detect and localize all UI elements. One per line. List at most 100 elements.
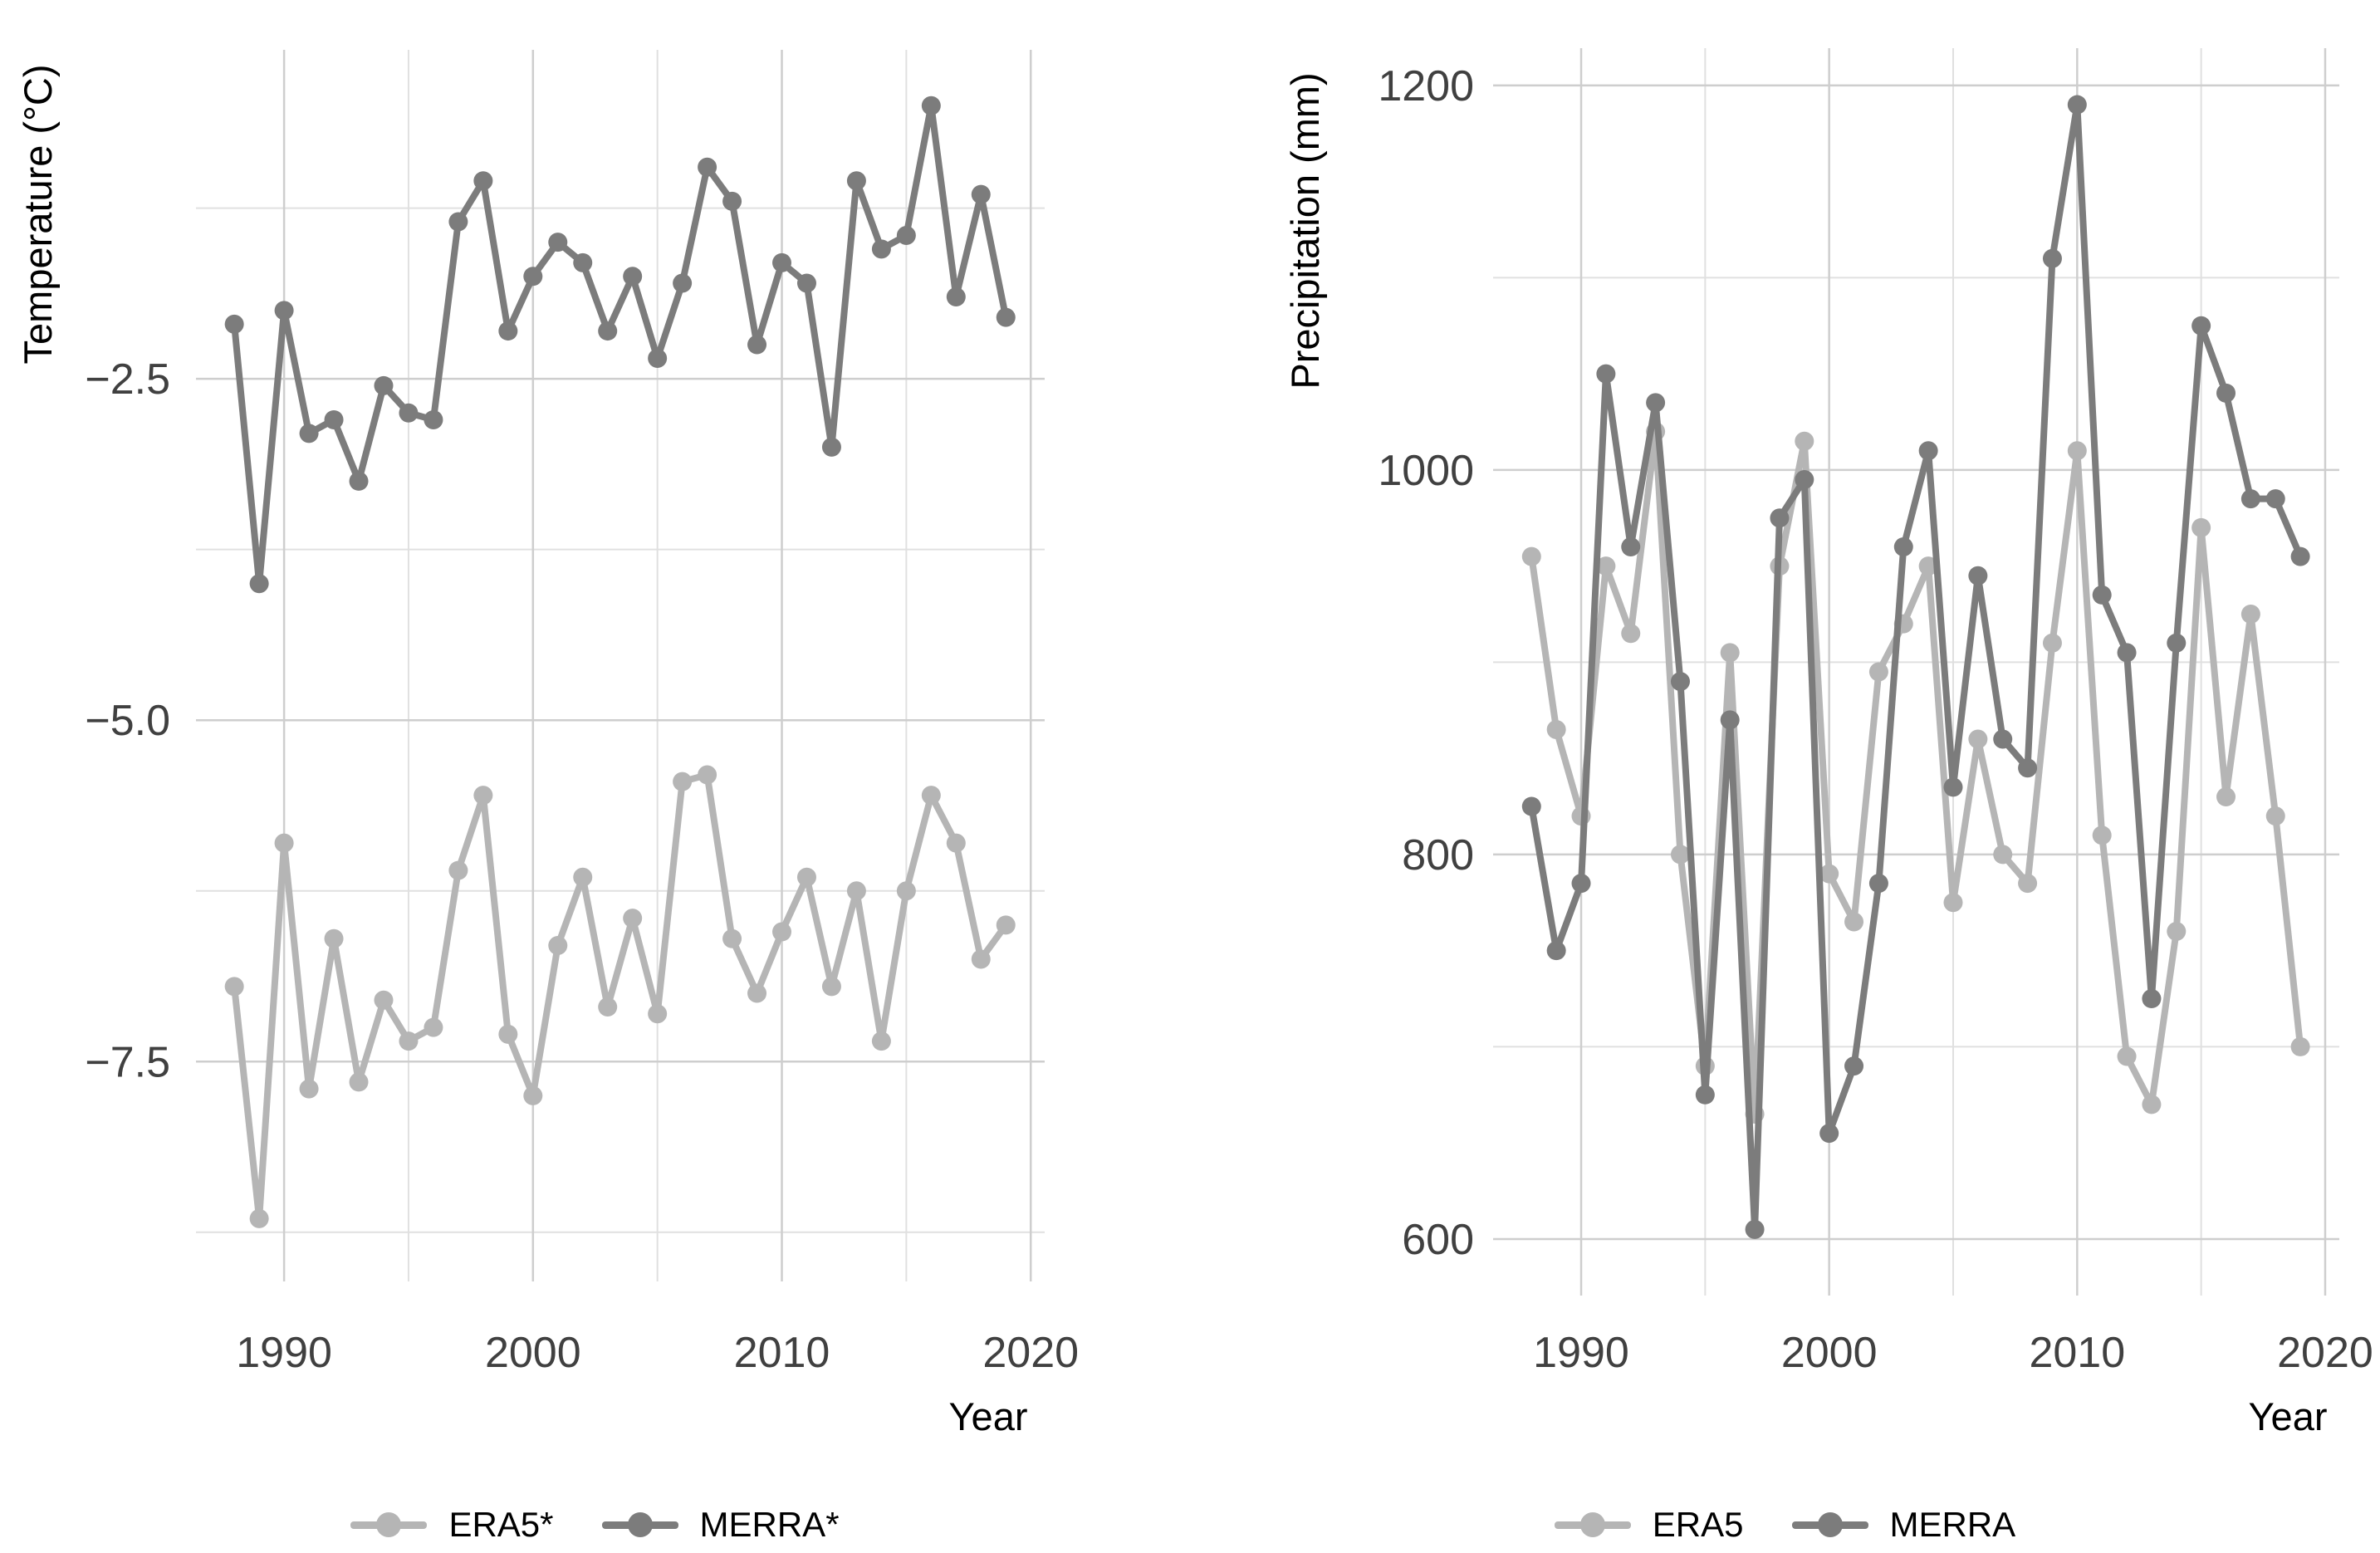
data-point-era5-2012 [2117,1046,2137,1066]
x-tick-label: 1990 [236,1329,332,1377]
legend-line-dot-icon [601,1512,678,1537]
data-point-merra-2010 [2067,95,2087,115]
data-point-era5-2004 [1918,556,1938,576]
data-point-era5-2010 [2067,441,2087,461]
data-point-era5-2017 [2240,605,2260,625]
data-point-merra-1993 [349,471,369,491]
data-point-merra-2007 [698,157,717,177]
data-point-era5-2001 [548,936,568,956]
data-point-era5-2016 [2216,786,2236,806]
data-point-era5-2000 [1819,864,1839,884]
data-point-era5-1997 [448,860,468,880]
x-axis-title: Year [949,1394,1028,1438]
y-tick-label: 1200 [1378,62,1474,110]
data-point-merra-2012 [821,437,841,457]
data-point-merra-1999 [1795,469,1814,489]
data-point-merra-2002 [573,252,593,272]
legend-label: ERA5 [1652,1505,1744,1544]
legend-label: ERA5* [448,1505,554,1544]
data-point-merra-1997 [448,212,468,232]
data-point-merra-2009 [747,335,767,355]
y-tick-label: 1000 [1378,447,1474,495]
data-point-merra-1991 [299,424,319,443]
data-point-merra-2009 [2042,248,2062,268]
data-point-era5-1999 [498,1024,518,1044]
data-point-era5-2019 [2290,1036,2310,1056]
data-point-era5-2011 [796,867,816,887]
data-point-era5-2002 [573,867,593,887]
legend-item-merra: MERRA [1791,1507,2015,1542]
x-tick-label: 1990 [1533,1329,1629,1377]
y-tick-label: 800 [1402,831,1474,879]
data-point-merra-2014 [2167,633,2187,653]
series-line-merra [231,102,1010,587]
data-point-era5-2017 [946,833,966,853]
data-point-era5-1993 [349,1072,369,1092]
x-axis-title: Year [2249,1394,2328,1438]
data-point-merra-2016 [921,96,941,115]
data-point-era5-1992 [324,928,344,948]
data-point-merra-1989 [249,574,269,594]
data-point-era5-1998 [473,786,493,806]
data-point-era5-2014 [2167,922,2187,942]
series-line-merra [1528,101,2304,1233]
data-point-era5-2010 [772,922,792,942]
data-point-era5-2001 [1844,912,1864,932]
x-tick-label: 2010 [734,1329,830,1377]
data-point-era5-2016 [921,786,941,806]
data-point-merra-2019 [996,307,1016,327]
data-point-merra-2006 [673,273,693,293]
y-tick-label: −5.0 [85,697,170,745]
data-point-merra-2017 [2240,489,2260,509]
data-point-merra-2004 [623,267,643,287]
data-point-era5-2015 [896,881,916,901]
data-point-era5-2002 [1868,662,1888,682]
data-point-merra-2003 [1893,537,1913,557]
data-point-era5-1991 [299,1079,319,1099]
data-point-merra-2005 [1943,777,1963,797]
data-point-era5-1990 [274,833,294,853]
data-point-merra-2015 [896,225,916,245]
temperature-plot: −2.5 −5.0 −7.5 1990 2000 2010 2020 Temperature … [16,50,1079,1438]
data-point-merra-2007 [1993,729,2013,749]
data-point-era5-2008 [722,928,742,948]
data-point-merra-2013 [846,171,866,191]
legend-line-dot-icon [1791,1512,1868,1537]
data-point-era5-2005 [1943,893,1963,913]
data-point-merra-1991 [1596,364,1616,384]
precipitation-chart-panel: 600 800 1000 1200 1990 2000 2010 2020 Precipitat… [1190,0,2380,1553]
data-point-merra-2012 [2117,643,2137,663]
data-point-era5-2018 [971,949,991,969]
y-tick-label: 600 [1402,1216,1474,1264]
data-point-merra-1996 [1720,710,1740,730]
data-point-merra-2005 [648,348,668,368]
x-tick-label: 2020 [2277,1329,2373,1377]
x-tick-label: 2000 [1781,1329,1878,1377]
data-point-era5-1995 [399,1031,419,1051]
data-point-merra-1995 [399,403,419,423]
data-point-merra-1992 [324,409,344,429]
data-point-era5-2013 [2142,1095,2162,1115]
legend-item-era5: ERA5* [350,1505,554,1544]
data-point-era5-2019 [996,915,1016,935]
data-point-era5-1994 [374,990,394,1010]
data-point-era5-2013 [846,881,866,901]
data-point-era5-1988 [1521,546,1541,566]
data-point-merra-2019 [2290,546,2310,566]
data-point-era5-2007 [698,765,717,785]
data-point-era5-1991 [1596,556,1616,576]
series-line-era5 [1528,428,2304,1118]
y-axis-title: Temperature (°C) [16,65,60,365]
legend-item-era5: ERA5 [1554,1505,1744,1544]
temperature-chart-panel: −2.5 −5.0 −7.5 1990 2000 2010 2020 Temperature … [16,50,1079,1544]
data-point-merra-2014 [871,239,891,259]
data-point-merra-1998 [1770,508,1790,528]
data-point-merra-2015 [2191,316,2211,336]
data-point-era5-1988 [224,977,244,997]
x-tick-label: 2020 [982,1329,1079,1377]
data-point-era5-2009 [2042,633,2062,653]
data-point-merra-1993 [1646,393,1666,413]
data-point-era5-1989 [249,1208,269,1228]
data-point-merra-2001 [548,233,568,252]
